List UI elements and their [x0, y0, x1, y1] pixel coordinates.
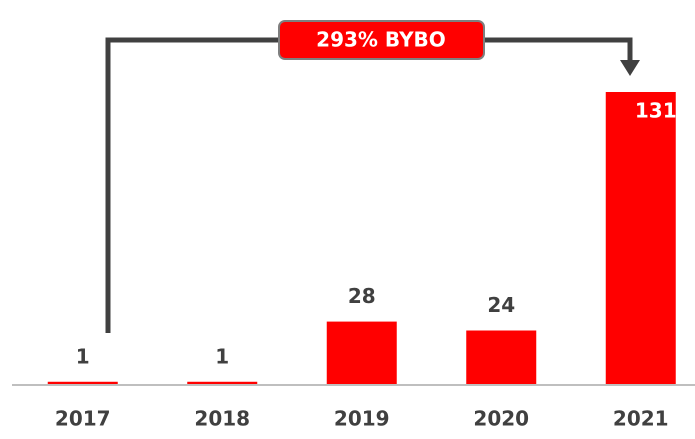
data-label: 1: [76, 344, 90, 368]
bar: [605, 92, 676, 384]
data-label: 24: [487, 293, 515, 317]
bar: [187, 381, 258, 384]
x-tick-label: 2017: [55, 407, 111, 431]
x-tick-label: 2019: [334, 407, 390, 431]
data-label: 131: [635, 99, 677, 123]
data-label: 28: [348, 284, 376, 308]
x-tick-label: 2018: [194, 407, 250, 431]
annotation: 293% BYBO: [316, 28, 446, 52]
x-tick-label: 2020: [473, 407, 529, 431]
bar: [466, 330, 537, 384]
bar: [326, 321, 397, 384]
data-label: 1: [215, 344, 229, 368]
annotation-box: [278, 20, 485, 60]
bar: [47, 381, 118, 384]
arrowhead: [620, 60, 640, 76]
x-tick-label: 2021: [613, 407, 669, 431]
